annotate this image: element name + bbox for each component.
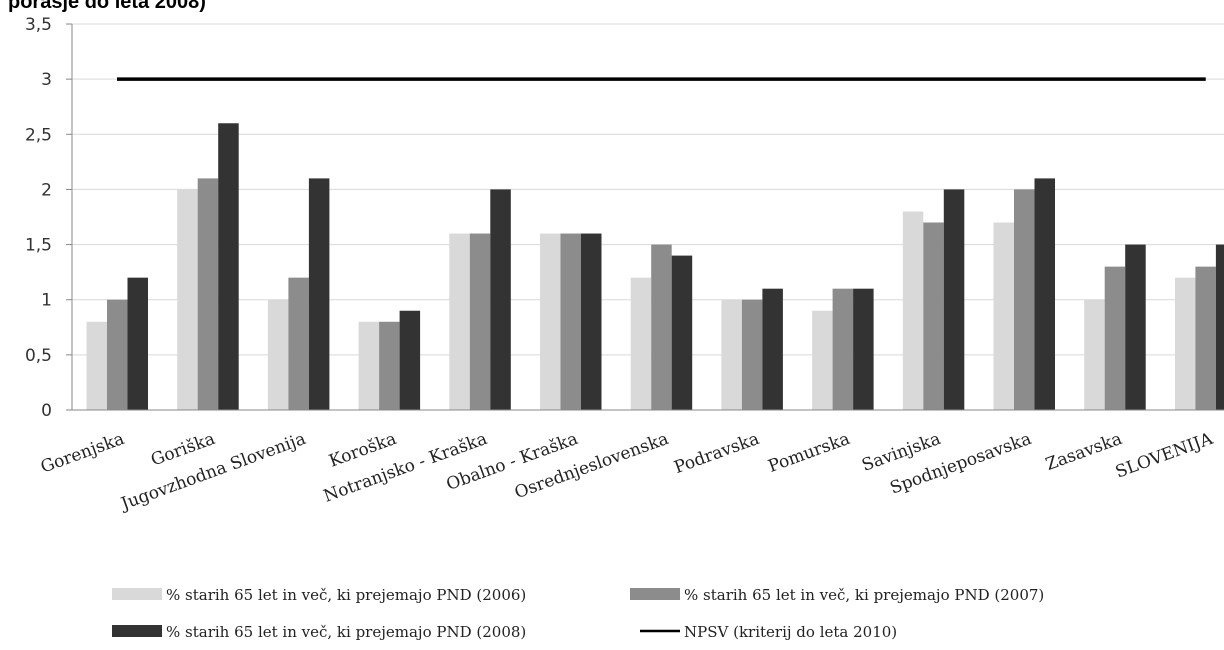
bar	[721, 299, 742, 410]
x-tick-label: Podravska	[672, 429, 762, 478]
bar	[1195, 266, 1216, 410]
y-tick-label: 3,5	[25, 15, 52, 35]
bar	[923, 222, 944, 410]
bar	[218, 123, 239, 410]
bar	[490, 189, 511, 410]
bar	[127, 277, 148, 410]
bar	[1215, 244, 1224, 410]
bar	[540, 233, 561, 410]
bar	[762, 288, 783, 410]
bar	[671, 255, 693, 410]
bars	[86, 123, 1224, 410]
bar	[581, 233, 602, 410]
bar	[267, 299, 289, 410]
bar	[1034, 178, 1055, 410]
bar	[1084, 299, 1105, 410]
bar	[86, 321, 107, 410]
bar	[399, 310, 421, 410]
bar	[288, 277, 309, 410]
bar	[993, 222, 1014, 410]
bar	[651, 244, 672, 410]
bar	[107, 299, 128, 410]
y-tick-label: 3	[41, 70, 52, 90]
bar	[1174, 277, 1196, 410]
bar	[853, 288, 874, 410]
bar	[197, 178, 219, 410]
bar	[469, 233, 491, 410]
x-tick-label: Osrednjeslovenska	[512, 429, 671, 503]
y-tick-label: 2,5	[25, 125, 52, 145]
y-tick-label: 0,5	[25, 346, 52, 366]
bar	[812, 310, 833, 410]
bar	[1125, 244, 1146, 410]
x-tick-label: Gorenjska	[38, 429, 127, 478]
bar	[741, 299, 763, 410]
y-tick-label: 1,5	[25, 236, 52, 256]
y-axis: 0 0,5 1 1,5 2 2,5 3 3,5	[25, 15, 73, 421]
bar	[630, 277, 652, 410]
bar	[177, 189, 198, 410]
legend-swatch	[112, 625, 162, 637]
legend: % starih 65 let in več, ki prejemajo PND…	[112, 586, 1044, 641]
bar	[308, 178, 330, 410]
x-tick-label: Zasavska	[1043, 429, 1125, 475]
bar	[1014, 189, 1035, 410]
bar	[379, 321, 400, 410]
legend-label: % starih 65 let in več, ki prejemajo PND…	[166, 586, 526, 604]
bar	[1104, 266, 1126, 410]
bar	[358, 321, 380, 410]
legend-swatch	[630, 588, 680, 600]
x-tick-label: Pomurska	[766, 429, 853, 477]
legend-label: % starih 65 let in več, ki prejemajo PND…	[684, 586, 1044, 604]
bar	[902, 211, 924, 410]
x-tick-label: SLOVENIJA	[1113, 429, 1216, 483]
legend-swatch	[112, 588, 162, 600]
legend-label: NPSV (kriterij do leta 2010)	[684, 623, 897, 641]
y-tick-label: 0	[41, 401, 52, 421]
bar	[560, 233, 581, 410]
y-tick-label: 2	[41, 180, 52, 200]
bar	[832, 288, 854, 410]
bar	[449, 233, 470, 410]
legend-label: % starih 65 let in več, ki prejemajo PND…	[166, 623, 526, 641]
y-tick-label: 1	[41, 291, 52, 311]
chart-title-fragment: porasje do leta 2008)	[8, 0, 206, 13]
bar	[943, 189, 965, 410]
